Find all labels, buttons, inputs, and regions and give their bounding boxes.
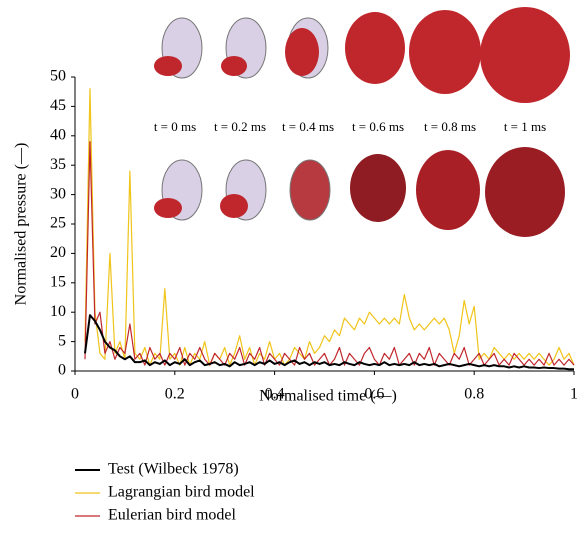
bird-top-row [154,7,570,103]
y-axis-label: Normalised pressure (—) [13,143,30,306]
legend-label: Lagrangian bird model [108,484,255,501]
y-tick-label: 25 [50,215,66,232]
time-label: t = 0.4 ms [282,119,334,134]
series-line [84,88,575,366]
x-axis-label: Normalised time (—) [259,388,397,405]
time-label: t = 1 ms [504,119,546,134]
x-tick-label: 0.8 [464,386,484,403]
legend-label: Test (Wilbeck 1978) [108,461,239,478]
legend-label: Eulerian bird model [108,507,237,524]
y-tick-label: 40 [50,126,66,143]
y-tick-label: 0 [58,362,66,379]
x-tick-label: 0.2 [165,386,185,403]
time-label: t = 0 ms [154,119,196,134]
x-tick-label: 1 [570,386,578,403]
time-label: t = 0.8 ms [424,119,476,134]
y-tick-label: 5 [58,332,66,349]
y-tick-label: 30 [50,185,66,202]
y-tick-label: 45 [50,97,66,114]
y-tick-label: 20 [50,244,66,261]
time-label: t = 0.2 ms [214,119,266,134]
x-tick-label: 0.6 [364,386,384,403]
y-tick-label: 35 [50,156,66,173]
y-tick-label: 10 [50,303,66,320]
bird-images [154,7,570,237]
series-line [83,314,574,371]
x-tick-label: 0.4 [265,386,285,403]
y-tick-label: 15 [50,273,66,290]
x-tick-label: 0 [71,386,79,403]
y-tick-label: 50 [50,68,66,85]
bird-bottom-row [154,147,565,237]
time-label: t = 0.6 ms [352,119,404,134]
